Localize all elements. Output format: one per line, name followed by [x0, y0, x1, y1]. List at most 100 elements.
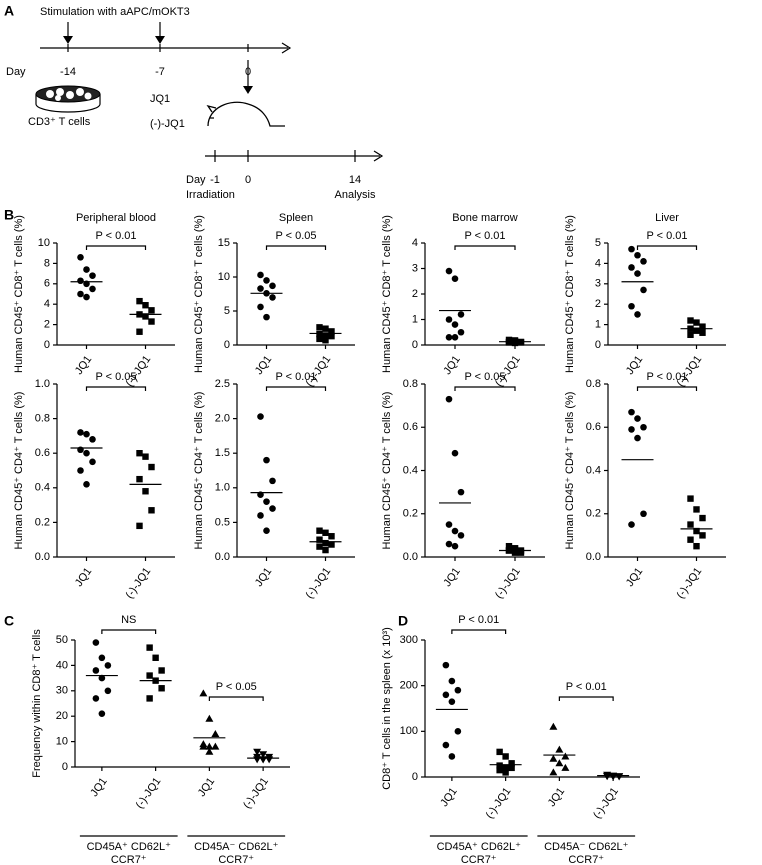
y-tick-label: 0.0 [215, 551, 230, 563]
data-point [640, 258, 647, 265]
x-tick-label: JQ1 [253, 354, 274, 377]
chart-title: Peripheral blood [76, 212, 156, 224]
data-point [561, 763, 570, 771]
data-point [142, 453, 149, 460]
event: Analysis [335, 189, 376, 201]
significance-bracket [85, 386, 147, 391]
data-point [322, 539, 329, 547]
y-tick-label: 10 [38, 237, 50, 249]
data-point [98, 674, 106, 682]
arrowhead [63, 36, 73, 44]
y-tick-label: 0 [62, 761, 68, 773]
y-tick-label: 30 [56, 685, 68, 697]
data-point [148, 463, 155, 471]
timeline-arrowhead [281, 42, 292, 54]
y-tick-label: 1 [412, 313, 418, 325]
x-tick-label: (-)-JQ1 [493, 566, 523, 601]
significance-label: P < 0.01 [646, 230, 687, 242]
data-point [445, 267, 453, 275]
data-point [104, 662, 112, 669]
x-tick-label: (-)-JQ1 [134, 776, 164, 811]
x-tick-label: (-)-JQ1 [304, 566, 334, 601]
data-point [549, 768, 558, 776]
data-point [511, 549, 519, 556]
y-tick-label: 0 [224, 339, 230, 351]
x-tick-label: JQ1 [546, 786, 567, 809]
data-point [640, 510, 647, 518]
data-point [502, 769, 509, 776]
y-tick-label: 0.4 [586, 464, 601, 476]
y-tick-label: 0.4 [35, 482, 50, 494]
data-point [148, 318, 155, 325]
y-tick-label: 0.8 [586, 378, 601, 390]
x-tick-label: (-)-JQ1 [124, 566, 154, 601]
significance-bracket [558, 696, 614, 701]
x-tick-label: JQ1 [253, 566, 274, 589]
data-point [634, 251, 641, 259]
x-tick-label: JQ1 [441, 566, 462, 589]
significance-bracket [636, 245, 698, 250]
y-tick-label: 0.5 [215, 516, 230, 528]
data-point [257, 271, 264, 279]
y-tick-label: 4 [412, 237, 418, 249]
panel-letter: A [4, 3, 14, 19]
culture-dish [35, 85, 101, 113]
data-point [263, 456, 270, 464]
data-point [322, 546, 329, 554]
y-tick-label: 2 [44, 319, 50, 331]
data-point [451, 542, 459, 550]
data-point [445, 334, 453, 341]
significance-label: P < 0.01 [464, 230, 505, 242]
significance-bracket [265, 386, 327, 391]
data-point [442, 661, 450, 669]
y-tick-label: 1 [595, 319, 601, 331]
y-tick-label: 2 [412, 288, 418, 300]
chart-title: Bone marrow [452, 212, 517, 224]
y-tick-label: 5 [595, 237, 601, 249]
data-point [445, 540, 453, 548]
data-point [316, 527, 323, 534]
y-tick-label: 1.5 [215, 447, 230, 459]
data-point [259, 756, 268, 764]
data-point [628, 426, 635, 433]
day: -7 [155, 66, 165, 78]
data-point [269, 282, 276, 290]
y-tick-label: 2.0 [215, 413, 230, 425]
significance-bracket [451, 629, 507, 634]
data-point [83, 449, 90, 457]
significance-label: P < 0.05 [464, 371, 505, 383]
data-point [328, 533, 335, 540]
data-point [693, 542, 700, 550]
data-point [687, 317, 694, 324]
treatment: JQ1 [150, 93, 170, 105]
data-point [699, 514, 706, 522]
y-axis-label: Human CD45⁺ CD8⁺ T cells (%) [193, 215, 205, 373]
y-tick-label: 2.5 [215, 378, 230, 390]
data-point [92, 639, 100, 646]
data-point [146, 672, 153, 679]
data-point [555, 745, 564, 753]
y-tick-label: 1.0 [215, 482, 230, 494]
data-point [158, 685, 165, 692]
data-point [136, 450, 143, 457]
data-point [146, 695, 153, 702]
data-point [451, 334, 459, 341]
y-axis-label: Human CD45⁺ CD4⁺ T cells (%) [13, 392, 25, 550]
data-point [511, 337, 519, 344]
y-tick-label: 10 [56, 736, 68, 748]
x-tick-label: JQ1 [73, 566, 94, 589]
y-axis-label: Human CD45⁺ CD8⁺ T cells (%) [13, 215, 25, 373]
data-point [83, 481, 90, 488]
data-point [451, 527, 459, 535]
y-axis-label: Human CD45⁺ CD8⁺ T cells (%) [564, 215, 576, 373]
chart-title: Spleen [279, 212, 313, 224]
data-point [457, 328, 465, 336]
group-label: CCR7⁺ [461, 854, 497, 865]
arrowhead [155, 36, 165, 44]
data-point [699, 532, 706, 539]
data-point [517, 339, 525, 346]
data-point [89, 285, 96, 293]
significance-bracket [265, 245, 327, 250]
data-point [693, 527, 700, 535]
y-tick-label: 0.4 [403, 464, 418, 476]
